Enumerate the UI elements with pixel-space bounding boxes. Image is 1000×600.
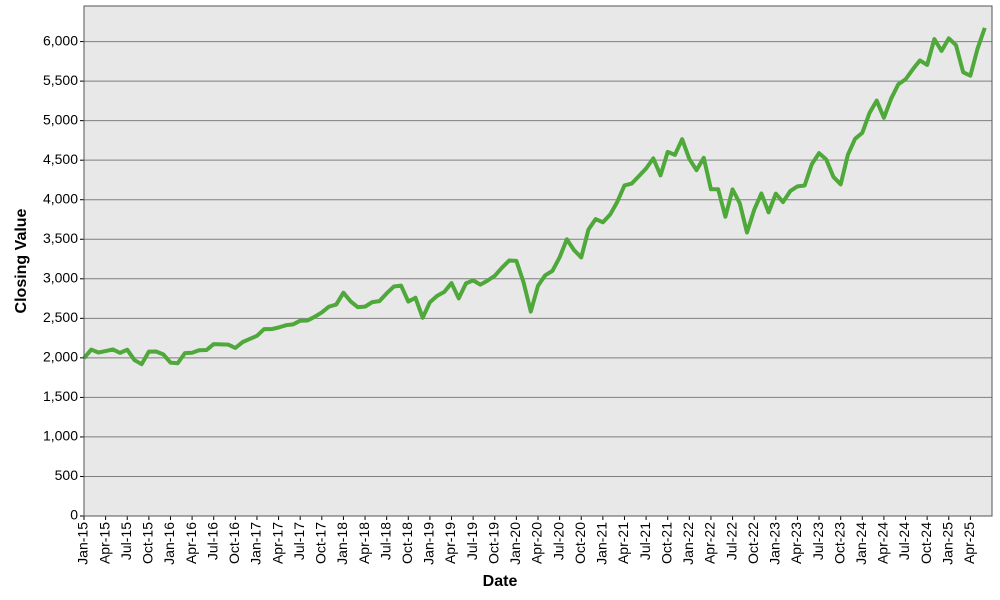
x-tick-label: Jul-18 <box>377 522 393 560</box>
y-tick-label: 2,000 <box>43 349 78 365</box>
x-tick-label: Apr-24 <box>875 522 891 564</box>
x-tick-label: Jan-17 <box>248 522 264 565</box>
y-tick-label: 6,000 <box>43 32 78 48</box>
x-tick-label: Jul-19 <box>464 522 480 560</box>
x-tick-label: Oct-20 <box>572 522 588 564</box>
x-tick-label: Jul-20 <box>550 522 566 560</box>
y-tick-label: 4,000 <box>43 190 78 206</box>
x-tick-label: Apr-16 <box>183 522 199 564</box>
x-tick-label: Apr-21 <box>615 522 631 564</box>
line-series <box>82 27 987 367</box>
x-tick-label: Jan-21 <box>594 522 610 565</box>
x-tick-label: Apr-19 <box>442 522 458 564</box>
x-tick-label: Oct-23 <box>831 522 847 564</box>
x-tick-label: Jul-22 <box>723 522 739 560</box>
y-tick-label: 3,500 <box>43 230 78 246</box>
x-tick-label: Jan-18 <box>334 522 350 565</box>
x-tick-label: Apr-22 <box>702 522 718 564</box>
x-tick-label: Oct-18 <box>399 522 415 564</box>
plot-border <box>83 5 993 517</box>
y-tick-label: 2,500 <box>43 309 78 325</box>
y-tick-label: 4,500 <box>43 151 78 167</box>
x-axis-title: Date <box>483 573 518 590</box>
y-tick-label: 500 <box>55 467 79 483</box>
x-tick-label: Jan-20 <box>507 522 523 565</box>
x-tick-label: Jan-24 <box>853 522 869 565</box>
x-tick-label: Apr-18 <box>356 522 372 564</box>
y-tick-label: 3,000 <box>43 269 78 285</box>
x-tick-label: Jan-23 <box>767 522 783 565</box>
x-tick-label: Jul-21 <box>637 522 653 560</box>
x-tick-label: Oct-17 <box>313 522 329 564</box>
x-tick-label: Oct-21 <box>658 522 674 564</box>
x-tick-label: Jul-23 <box>810 522 826 560</box>
x-tick-label: Oct-24 <box>918 522 934 564</box>
x-tick-label: Jul-17 <box>291 522 307 560</box>
x-tick-label: Jan-15 <box>75 522 91 565</box>
y-tick-label: 0 <box>70 507 78 523</box>
x-tick-label: Jan-16 <box>161 522 177 565</box>
x-tick-label: Oct-16 <box>226 522 242 564</box>
x-tick-label: Oct-19 <box>485 522 501 564</box>
x-tick-label: Oct-15 <box>140 522 156 564</box>
x-tick-label: Apr-15 <box>96 522 112 564</box>
x-tick-label: Jul-16 <box>204 522 220 560</box>
y-tick-label: 1,500 <box>43 388 78 404</box>
x-tick-label: Jan-19 <box>421 522 437 565</box>
x-tick-label: Jan-22 <box>680 522 696 565</box>
x-tick-label: Apr-23 <box>788 522 804 564</box>
x-tick-label: Apr-25 <box>961 522 977 564</box>
x-tick-label: Oct-22 <box>745 522 761 564</box>
y-tick-label: 5,000 <box>43 111 78 127</box>
x-tick-label: Apr-20 <box>529 522 545 564</box>
x-tick-label: Jul-24 <box>896 522 912 560</box>
y-axis-title: Closing Value <box>13 208 30 313</box>
y-tick-label: 1,000 <box>43 428 78 444</box>
x-tick-label: Apr-17 <box>269 522 285 564</box>
plot-area <box>83 5 993 517</box>
x-tick-label: Jul-15 <box>118 522 134 560</box>
x-tick-label: Jan-25 <box>939 522 955 565</box>
y-tick-label: 5,500 <box>43 72 78 88</box>
